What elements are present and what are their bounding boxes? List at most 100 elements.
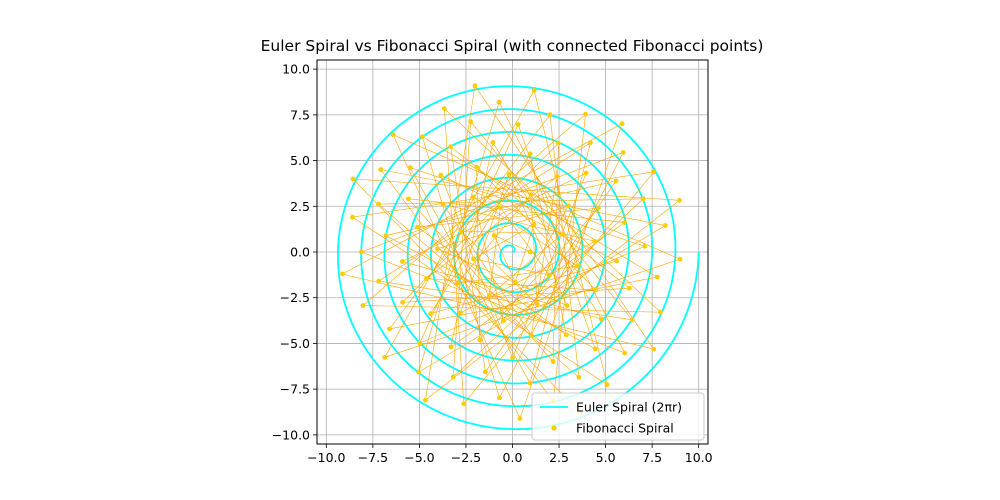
fibonacci-point-52 [592,346,598,352]
fibonacci-point-66 [547,112,553,118]
fibonacci-point-69 [420,134,425,140]
fibonacci-point-16 [565,203,571,209]
fibonacci-point-86 [604,382,610,388]
fibonacci-point-74 [496,99,502,105]
fibonacci-point-25 [424,276,429,282]
fibonacci-point-73 [622,350,628,356]
fibonacci-point-9 [458,228,464,234]
y-tick-label: −5.0 [280,336,310,351]
fibonacci-point-55 [642,243,648,249]
x-tick-label: 5.0 [596,450,616,465]
fibonacci-point-77 [378,167,384,172]
legend-label-fibonacci: Fibonacci Spiral [576,421,674,436]
fibonacci-point-40 [490,140,496,145]
fibonacci-point-39 [598,316,604,322]
fibonacci-point-75 [416,369,422,375]
fibonacci-point-26 [593,287,599,293]
x-tick-label: −5.0 [404,450,434,465]
fibonacci-point-2 [512,279,518,285]
fibonacci-point-0 [527,249,533,255]
fibonacci-point-38 [400,259,405,264]
fibonacci-point-35 [438,172,444,178]
y-tick-label: 0.0 [290,245,310,260]
fibonacci-point-46 [400,299,405,305]
fibonacci-point-76 [662,223,668,228]
fibonacci-point-80 [360,303,366,308]
fibonacci-point-87 [531,88,537,93]
fibonacci-point-62 [450,374,456,380]
y-tick-label: −2.5 [280,290,310,305]
x-tick-label: −7.5 [358,450,388,465]
fibonacci-point-41 [448,344,454,350]
fibonacci-point-3 [531,222,537,227]
fibonacci-point-8 [559,231,565,237]
legend-label-euler: Euler Spiral (2πr) [576,400,682,415]
fibonacci-point-60 [629,317,635,323]
fibonacci-point-65 [576,374,582,380]
y-tick-label: 7.5 [290,107,310,122]
fibonacci-point-30 [414,224,420,230]
fibonacci-point-12 [454,280,460,286]
fibonacci-point-28 [477,337,483,343]
x-tick-label: 7.5 [642,450,662,465]
fibonacci-point-92 [619,121,625,127]
fibonacci-point-15 [500,318,506,324]
y-tick-label: −10.0 [272,427,310,442]
fibonacci-point-68 [654,274,660,280]
y-tick-label: 10.0 [282,62,310,77]
fibonacci-point-70 [497,395,502,401]
x-tick-label: 10.0 [685,450,713,465]
y-tick-label: 2.5 [290,199,310,214]
fibonacci-point-44 [550,359,556,364]
fibonacci-point-83 [461,401,467,407]
fibonacci-point-79 [583,111,588,117]
fibonacci-point-27 [474,164,480,170]
fibonacci-point-84 [651,169,657,175]
axis-ticks: −10.0 −7.5 −5.0 −2.5 0.0 2.5 5.0 7.5 10.0 −10.0 −7… [272,62,713,465]
plot-area [337,83,700,431]
fibonacci-point-72 [358,249,364,255]
fibonacci-point-95 [472,83,478,89]
fibonacci-point-53 [515,122,521,127]
fibonacci-point-11 [528,192,534,198]
plot-series [337,83,700,431]
x-tick-label: 2.5 [549,450,569,465]
fibonacci-point-45 [556,140,561,146]
x-tick-label: −10.0 [307,450,345,465]
x-tick-label: 0.0 [503,450,523,465]
fibonacci-point-48 [448,144,453,150]
fibonacci-point-6 [497,205,503,211]
fibonacci-point-90 [390,132,396,138]
fibonacci-point-64 [376,201,381,207]
fibonacci-point-22 [440,201,446,207]
fibonacci-point-91 [517,416,523,421]
fibonacci-point-18 [564,303,570,308]
fibonacci-point-51 [383,233,389,239]
fibonacci-point-43 [406,196,411,202]
y-tick-label: 5.0 [290,153,310,168]
fibonacci-point-10 [534,301,540,307]
fibonacci-point-17 [435,246,440,252]
fibonacci-point-59 [376,278,382,284]
fibonacci-point-29 [596,205,601,211]
fibonacci-point-96 [423,397,428,403]
fibonacci-point-49 [483,369,488,375]
fibonacci-point-7 [487,293,492,298]
fibonacci-point-61 [468,119,474,124]
fibonacci-point-63 [640,196,646,202]
fibonacci-point-33 [428,311,434,317]
fibonacci-point-94 [651,346,657,352]
fibonacci-point-50 [613,178,619,184]
fibonacci-point-21 [592,238,598,244]
fibonacci-point-19 [506,171,512,177]
y-tick-label: −7.5 [280,382,310,397]
fibonacci-point-97 [677,197,682,203]
fibonacci-point-56 [407,165,413,171]
legend: Euler Spiral (2πr) Fibonacci Spiral [531,392,705,441]
fibonacci-point-24 [554,174,560,180]
fibonacci-point-5 [546,272,552,278]
fibonacci-point-34 [614,258,620,264]
fibonacci-point-42 [622,220,627,225]
